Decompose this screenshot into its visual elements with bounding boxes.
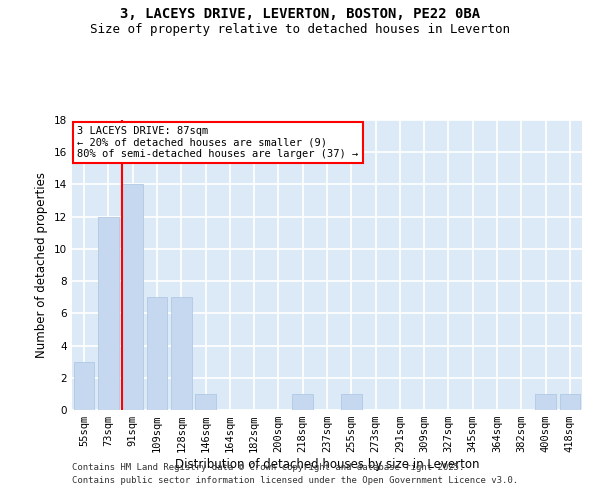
Bar [98, 216, 119, 410]
X-axis label: Distribution of detached houses by size in Leverton: Distribution of detached houses by size … [175, 458, 479, 471]
Text: Contains public sector information licensed under the Open Government Licence v3: Contains public sector information licen… [72, 476, 518, 485]
Text: 3, LACEYS DRIVE, LEVERTON, BOSTON, PE22 0BA: 3, LACEYS DRIVE, LEVERTON, BOSTON, PE22 … [120, 8, 480, 22]
Text: Size of property relative to detached houses in Leverton: Size of property relative to detached ho… [90, 22, 510, 36]
Text: Contains HM Land Registry data © Crown copyright and database right 2025.: Contains HM Land Registry data © Crown c… [72, 464, 464, 472]
Bar [341, 394, 362, 410]
Bar [535, 394, 556, 410]
Bar [74, 362, 94, 410]
Bar [292, 394, 313, 410]
Bar [122, 184, 143, 410]
Bar [195, 394, 216, 410]
Y-axis label: Number of detached properties: Number of detached properties [35, 172, 49, 358]
Text: 3 LACEYS DRIVE: 87sqm
← 20% of detached houses are smaller (9)
80% of semi-detac: 3 LACEYS DRIVE: 87sqm ← 20% of detached … [77, 126, 358, 159]
Bar [560, 394, 580, 410]
Bar [171, 297, 191, 410]
Bar [146, 297, 167, 410]
